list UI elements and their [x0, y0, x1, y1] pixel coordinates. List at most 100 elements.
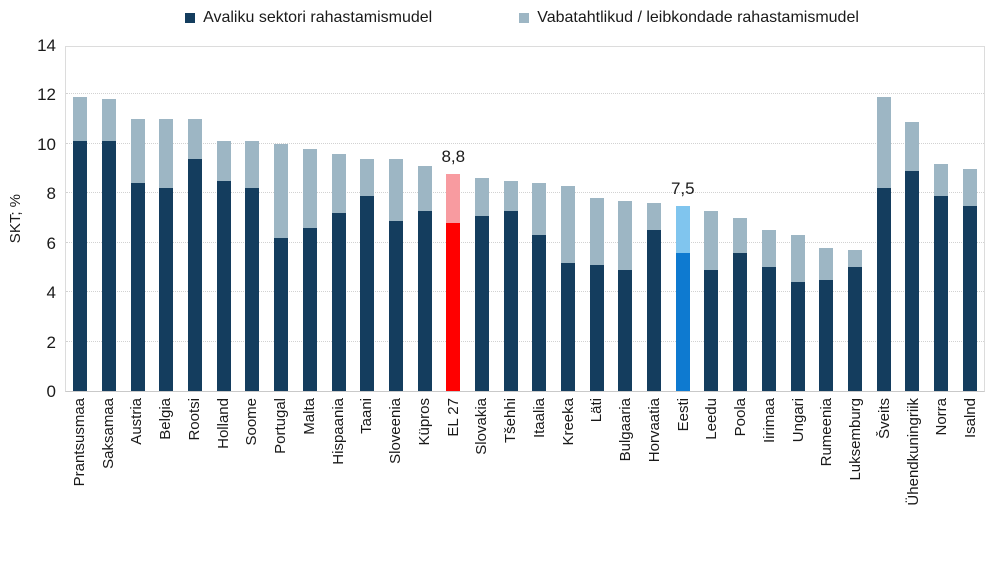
y-tick-label: 0 — [46, 382, 56, 401]
x-tick-label: Küpros — [415, 398, 433, 446]
x-tick-label: Soome — [243, 398, 261, 446]
bar-stack — [302, 148, 317, 391]
bar-stack — [360, 158, 375, 391]
segment-public — [446, 222, 461, 391]
gridline — [66, 291, 984, 293]
x-tick-label: Portugal — [272, 398, 290, 454]
legend-item-public: Avaliku sektori rahastamismudel — [185, 8, 432, 28]
x-tick-label: Horvaatia — [645, 398, 663, 463]
segment-voluntary — [733, 218, 748, 253]
segment-public — [417, 210, 432, 391]
x-label-cell: Malta — [295, 398, 324, 568]
segment-voluntary — [73, 96, 88, 142]
segment-public — [474, 215, 489, 391]
segment-voluntary — [704, 210, 719, 270]
x-tick-label: Ühendkuningriik — [904, 398, 922, 506]
x-tick-label: Holland — [214, 398, 232, 449]
bar-column-taani — [353, 47, 382, 391]
bar-stack — [216, 141, 231, 391]
segment-public — [589, 265, 604, 391]
segment-public — [647, 230, 662, 391]
bar-column-luksemburg — [841, 47, 870, 391]
bar-stack — [618, 200, 633, 391]
x-tick-label: Kreeka — [559, 398, 577, 446]
segment-voluntary — [188, 119, 203, 159]
x-label-cell: Poola — [726, 398, 755, 568]
bar-column--veits — [869, 47, 898, 391]
segment-voluntary — [618, 200, 633, 270]
bar-column-saksamaa — [95, 47, 124, 391]
segment-voluntary — [216, 141, 231, 181]
segment-public — [733, 252, 748, 391]
plot-area: 8,8 7,5 — [65, 46, 985, 392]
y-tick-label: 8 — [46, 184, 56, 204]
x-tick-label: Tšehhi — [502, 398, 520, 444]
bar-column-rumeenia — [812, 47, 841, 391]
bar-column-belgia — [152, 47, 181, 391]
bar-column-k-pros — [410, 47, 439, 391]
segment-voluntary — [561, 185, 576, 263]
bar-column-portugal — [267, 47, 296, 391]
segment-public — [159, 188, 174, 391]
bar-stack — [962, 168, 977, 391]
segment-voluntary — [474, 178, 489, 216]
segment-public — [847, 267, 862, 391]
bar-stack — [704, 210, 719, 391]
x-label-cell: Ungari — [784, 398, 813, 568]
bar-value-label: 8,8 — [441, 146, 466, 166]
segment-public — [532, 235, 547, 391]
gridline — [66, 93, 984, 95]
bar-column-prantsusmaa — [66, 47, 95, 391]
segment-public — [130, 183, 145, 391]
bar-stack — [159, 119, 174, 391]
segment-public — [188, 158, 203, 391]
x-tick-label: Rumeenia — [818, 398, 836, 467]
segment-voluntary — [790, 235, 805, 283]
y-tick-label: 6 — [46, 233, 56, 253]
segment-voluntary — [819, 247, 834, 280]
bar-stack — [274, 143, 289, 391]
segment-public — [216, 180, 231, 391]
bar-column-bulgaaria — [611, 47, 640, 391]
segment-public — [618, 269, 633, 391]
segment-public — [876, 188, 891, 391]
bar-stack — [647, 203, 662, 391]
bar-stack — [331, 153, 346, 391]
bar-column-slovakia — [468, 47, 497, 391]
x-label-cell: EL 27 — [439, 398, 468, 568]
x-label-cell: Isalnd — [956, 398, 985, 568]
bars-container: 8,8 7,5 — [66, 47, 984, 391]
x-tick-label: Taani — [358, 398, 376, 434]
x-label-cell: Taani — [353, 398, 382, 568]
x-label-cell: Slovakia — [468, 398, 497, 568]
segment-voluntary — [503, 180, 518, 211]
x-label-cell: Holland — [209, 398, 238, 568]
bar-column-austria — [123, 47, 152, 391]
bar-column--hendkuningriik — [898, 47, 927, 391]
bar-column-ungari — [783, 47, 812, 391]
x-tick-label: Saksamaa — [99, 398, 117, 469]
segment-public — [933, 195, 948, 391]
x-label-cell: Tšehhi — [496, 398, 525, 568]
bar-stack — [130, 119, 145, 391]
y-tick-label: 10 — [37, 134, 56, 154]
x-tick-label: Iirimaa — [760, 398, 778, 444]
x-tick-label: Belgia — [157, 398, 175, 440]
segment-voluntary — [675, 205, 690, 253]
bar-column-t-ehhi — [496, 47, 525, 391]
segment-public — [761, 267, 776, 391]
segment-public — [704, 269, 719, 391]
bar-stack — [417, 166, 432, 391]
bar-stack — [876, 96, 891, 391]
gridline — [66, 241, 984, 243]
x-tick-label: Prantsusmaa — [70, 398, 88, 487]
x-label-cell: Horvaatia — [640, 398, 669, 568]
segment-voluntary — [130, 119, 145, 184]
x-label-cell: Ühendkuningriik — [899, 398, 928, 568]
legend-label-public: Avaliku sektori rahastamismudel — [203, 9, 433, 26]
gridline — [66, 142, 984, 144]
segment-voluntary — [446, 173, 461, 223]
bar-stack — [561, 185, 576, 391]
x-label-cell: Luksemburg — [841, 398, 870, 568]
